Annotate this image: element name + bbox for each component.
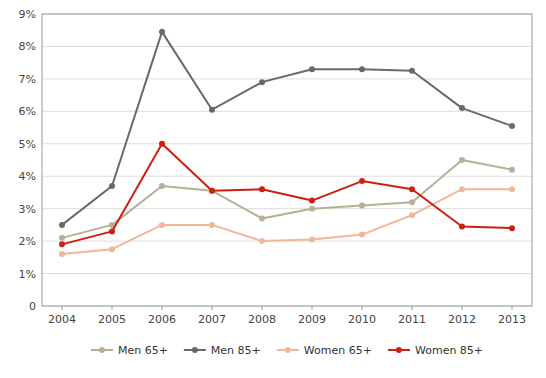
x-tick-label: 2008 (248, 313, 276, 326)
x-tick-label: 2005 (98, 313, 126, 326)
point (259, 186, 265, 192)
point (109, 246, 115, 252)
legend: Men 65+ Men 85+ Women 65+ Women 85+ (91, 344, 483, 357)
point (309, 66, 315, 72)
legend-label: Women 65+ (304, 344, 372, 357)
y-tick-label: 2% (19, 235, 36, 248)
point (359, 66, 365, 72)
x-tick (362, 306, 363, 310)
x-tick-label: 2010 (348, 313, 376, 326)
point (159, 222, 165, 228)
series-line (62, 144, 512, 245)
point (509, 167, 515, 173)
x-tick (462, 306, 463, 310)
point (409, 199, 415, 205)
grid-line (42, 111, 532, 112)
plot-frame (42, 14, 532, 306)
background (0, 0, 546, 378)
point (259, 238, 265, 244)
point (309, 206, 315, 212)
x-tick-label: 2007 (198, 313, 226, 326)
x-tick-label: 2009 (298, 313, 326, 326)
point (159, 183, 165, 189)
y-tick-label: 1% (19, 268, 36, 281)
grid-line (42, 46, 532, 47)
grid-line (42, 143, 532, 144)
chart: 01%2%3%4%5%6%7%8%9%200420052006200720082… (0, 0, 546, 378)
point (409, 212, 415, 218)
x-tick-label: 2004 (48, 313, 76, 326)
y-tick-label: 6% (19, 105, 36, 118)
point (459, 157, 465, 163)
point (459, 105, 465, 111)
x-tick-label: 2012 (448, 313, 476, 326)
point (59, 235, 65, 241)
point (59, 241, 65, 247)
point (159, 141, 165, 147)
x-tick-label: 2013 (498, 313, 526, 326)
x-tick (62, 306, 63, 310)
point (409, 186, 415, 192)
series-group (59, 29, 515, 257)
point (109, 183, 115, 189)
point (509, 186, 515, 192)
point (209, 107, 215, 113)
point (209, 222, 215, 228)
point (59, 222, 65, 228)
x-tick (112, 306, 113, 310)
point (109, 228, 115, 234)
grid-line (42, 273, 532, 274)
point (209, 188, 215, 194)
y-tick-label: 3% (19, 203, 36, 216)
point (409, 68, 415, 74)
point (309, 198, 315, 204)
point (59, 251, 65, 257)
legend-label: Women 85+ (415, 344, 483, 357)
legend-label: Men 85+ (211, 344, 261, 357)
point (359, 178, 365, 184)
legend-label: Men 65+ (118, 344, 168, 357)
y-tick-label: 8% (19, 40, 36, 53)
point (359, 202, 365, 208)
point (159, 29, 165, 35)
legend-marker (192, 347, 198, 353)
legend-marker (396, 347, 402, 353)
grid-line (42, 208, 532, 209)
point (459, 224, 465, 230)
point (209, 188, 215, 194)
x-tick (312, 306, 313, 310)
legend-item: Women 65+ (277, 344, 372, 357)
x-tick (412, 306, 413, 310)
x-axis: 2004 2005 2006 2007 2008 2009 2010 2011 2012 2013 (48, 306, 526, 326)
x-tick (162, 306, 163, 310)
x-tick-label: 2011 (398, 313, 426, 326)
legend-item: Men 65+ (91, 344, 168, 357)
point (459, 186, 465, 192)
point (259, 215, 265, 221)
y-tick-label: 4% (19, 170, 36, 183)
x-tick-label: 2006 (148, 313, 176, 326)
x-tick (212, 306, 213, 310)
point (509, 225, 515, 231)
legend-item: Women 85+ (388, 344, 483, 357)
y-axis: 0 1% 2% 3% 4% 5% 6% 7% 8% 9% (19, 8, 532, 313)
point (259, 79, 265, 85)
grid-line (42, 78, 532, 79)
y-tick-label: 5% (19, 138, 36, 151)
y-tick-label: 9% (19, 8, 36, 21)
y-tick-label: 0 (29, 300, 36, 313)
legend-marker (99, 347, 105, 353)
y-tick-label: 7% (19, 73, 36, 86)
point (509, 123, 515, 129)
x-tick (262, 306, 263, 310)
legend-item: Men 85+ (184, 344, 261, 357)
x-tick (512, 306, 513, 310)
series-line (62, 32, 512, 225)
point (309, 236, 315, 242)
legend-marker (285, 347, 291, 353)
point (359, 232, 365, 238)
